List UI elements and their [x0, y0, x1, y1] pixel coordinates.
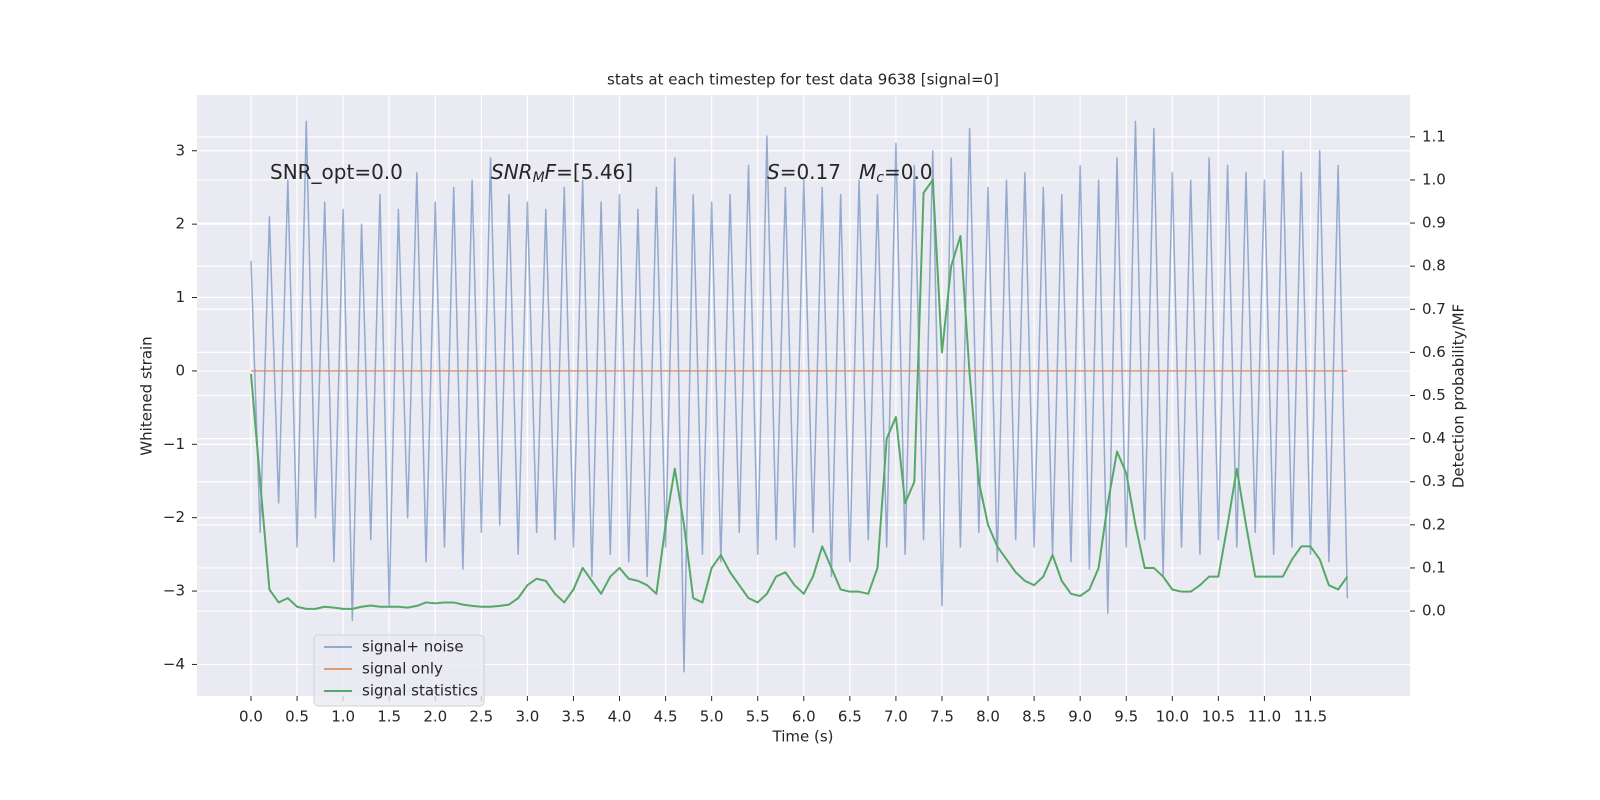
series-line — [249, 178, 1349, 610]
x-tick-label: 0.0 — [239, 708, 263, 726]
y2-tick-label: 0.5 — [1422, 386, 1446, 404]
y-axis-label: Whitened strain — [138, 336, 156, 455]
annotation-part: c — [876, 170, 884, 186]
legend-label: signal+ noise — [362, 638, 464, 656]
x-tick-label: 3.0 — [515, 708, 539, 726]
x-tick-label: 2.0 — [423, 708, 447, 726]
x-tick-label: 4.0 — [608, 708, 632, 726]
y-tick-label: 0 — [175, 361, 185, 379]
y-tick-label: 3 — [175, 141, 185, 159]
marks — [249, 120, 1349, 673]
legend-box — [313, 634, 485, 707]
x-tick-label: 2.5 — [469, 708, 493, 726]
x-tick-label: 7.0 — [884, 708, 908, 726]
x-tick-label: 1.5 — [377, 708, 401, 726]
annotation: Mc=0.0 — [859, 160, 933, 187]
y2-tick-label: 0.3 — [1422, 472, 1446, 490]
x-tick-label: 8.5 — [1022, 708, 1046, 726]
y2-tick-label: 0.4 — [1422, 429, 1446, 447]
y2-tick-label: 0.2 — [1422, 515, 1446, 533]
x-tick-label: 5.0 — [700, 708, 724, 726]
x-tick-label: 6.0 — [792, 708, 816, 726]
x-tick-label: 10.0 — [1156, 708, 1189, 726]
x-tick-label: 11.0 — [1248, 708, 1281, 726]
annotation-part: =[5.46] — [556, 160, 633, 184]
y2-tick-label: 1.1 — [1422, 127, 1446, 145]
annotation: SNRMF=[5.46] — [491, 160, 633, 187]
x-tick-label: 0.5 — [285, 708, 309, 726]
annotation-part: =0.0 — [884, 160, 933, 184]
chart-title: stats at each timestep for test data 963… — [607, 71, 999, 89]
y2-tick-label: 0.9 — [1422, 214, 1446, 232]
x-axis-label: Time (s) — [772, 728, 834, 746]
y2-axis-label: Detection probability/MF — [1450, 304, 1468, 488]
annotation-part: M — [533, 170, 545, 186]
axes: 0.0 0.5 1.0 1.5 2.0 2.5 3.0 3.5 4.0 4.5 5.0 5.5 6.0 6… — [163, 127, 1446, 725]
y-tick-label: −1 — [163, 435, 185, 453]
y-tick-label: 1 — [175, 288, 185, 306]
x-tick-label: 3.5 — [562, 708, 586, 726]
annotation-part: SNR — [491, 160, 533, 184]
x-tick-label: 5.5 — [746, 708, 770, 726]
x-tick-label: 8.0 — [976, 708, 1000, 726]
legend: signal+ noise signal only signal statistic… — [313, 634, 485, 707]
x-tick-label: 10.5 — [1202, 708, 1235, 726]
y2-tick-label: 0.1 — [1422, 558, 1446, 576]
x-tick-label: 11.5 — [1294, 708, 1327, 726]
annotation-part: =0.17 — [780, 160, 841, 184]
legend-label: signal statistics — [362, 682, 478, 700]
y2-tick-label: 0.8 — [1422, 257, 1446, 275]
y2-tick-label: 0.7 — [1422, 300, 1446, 318]
annotation-part: F — [545, 160, 557, 184]
annotation-part: SNR_opt=0.0 — [270, 160, 403, 184]
y-tick-label: −2 — [163, 508, 185, 526]
y-tick-label: 2 — [175, 215, 185, 233]
x-tick-label: 9.0 — [1068, 708, 1092, 726]
y2-tick-label: 0.6 — [1422, 343, 1446, 361]
annotation-part: M — [859, 160, 876, 184]
y2-tick-label: 1.0 — [1422, 170, 1446, 188]
series-line — [250, 120, 1349, 673]
annotation: S=0.17 — [767, 160, 841, 184]
y-tick-label: −4 — [163, 655, 185, 673]
annotation-part: S — [767, 160, 780, 184]
x-tick-label: 9.5 — [1114, 708, 1138, 726]
x-tick-label: 1.0 — [331, 708, 355, 726]
x-tick-label: 7.5 — [930, 708, 954, 726]
x-tick-label: 6.5 — [838, 708, 862, 726]
y2-tick-label: 0.0 — [1422, 602, 1446, 620]
x-tick-label: 4.5 — [654, 708, 678, 726]
y-tick-label: −3 — [163, 582, 185, 600]
legend-label: signal only — [362, 660, 443, 678]
annotation: SNR_opt=0.0 — [270, 160, 403, 184]
